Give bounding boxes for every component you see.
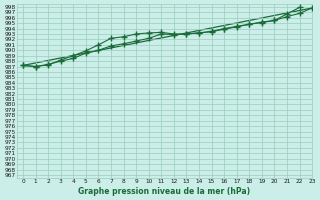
X-axis label: Graphe pression niveau de la mer (hPa): Graphe pression niveau de la mer (hPa) [78,187,251,196]
